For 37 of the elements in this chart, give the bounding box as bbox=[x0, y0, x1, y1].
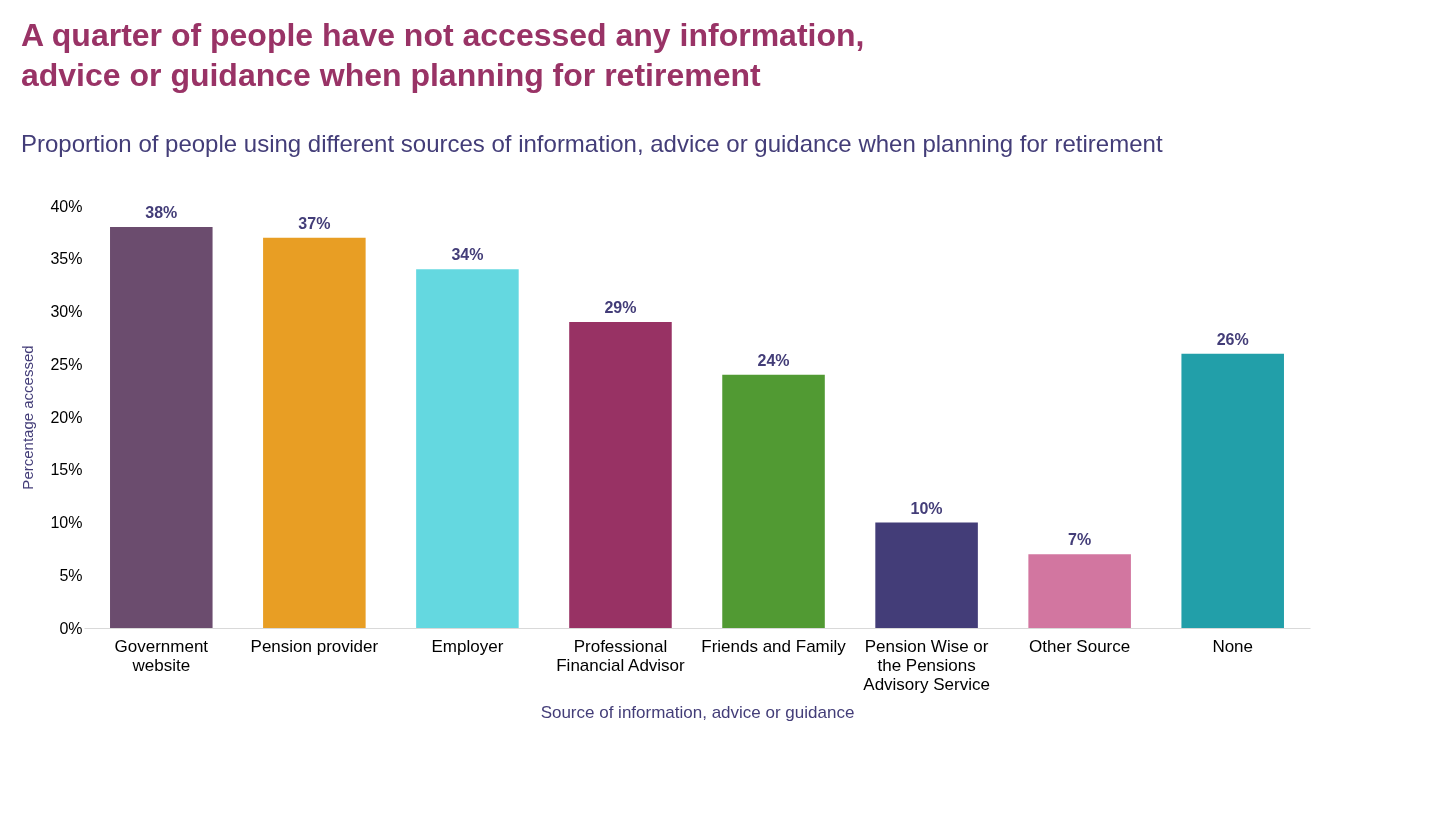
x-tick-label: Government website bbox=[114, 636, 209, 675]
bar bbox=[1181, 353, 1284, 628]
bar bbox=[722, 374, 825, 628]
y-tick-label: 15% bbox=[50, 461, 83, 479]
x-tick-label: None bbox=[1212, 636, 1254, 656]
y-tick-label: 10% bbox=[50, 514, 83, 531]
data-label: 29% bbox=[604, 299, 637, 317]
y-axis-title: Percentage accessed bbox=[19, 345, 37, 490]
chart-title: A quarter of people have not accessed any information, advice or guidance when planning for retirement bbox=[20, 17, 865, 93]
x-tick-label: Pension Wise or the Pensions Advisory Service bbox=[863, 636, 990, 694]
chart-subtitle: Proportion of people using different sources of information, advice or guidance when planning for retirement bbox=[20, 130, 1163, 157]
data-label: 24% bbox=[757, 351, 790, 369]
x-tick-label: Friends and Family bbox=[701, 636, 847, 656]
data-label: 38% bbox=[145, 204, 178, 222]
y-tick-label: 20% bbox=[50, 408, 83, 426]
data-label: 7% bbox=[1068, 531, 1092, 549]
x-axis-title: Source of information, advice or guidance bbox=[540, 702, 855, 722]
data-label: 26% bbox=[1216, 330, 1249, 348]
data-label: 37% bbox=[298, 214, 331, 232]
y-tick-label: 5% bbox=[59, 566, 83, 584]
data-label: 34% bbox=[451, 246, 484, 264]
x-tick-label: Other Source bbox=[1029, 636, 1131, 656]
y-tick-label: 40% bbox=[50, 197, 83, 215]
bar bbox=[875, 522, 978, 628]
bar bbox=[110, 227, 213, 628]
y-tick-label: 25% bbox=[50, 355, 83, 373]
data-label: 10% bbox=[910, 499, 943, 517]
x-tick-label: Professional Financial Advisor bbox=[556, 636, 686, 675]
bar bbox=[416, 269, 519, 628]
bar bbox=[263, 237, 366, 628]
y-tick-label: 0% bbox=[59, 619, 83, 637]
bar bbox=[1028, 554, 1131, 628]
x-tick-label: Pension provider bbox=[250, 636, 379, 656]
y-tick-label: 30% bbox=[50, 303, 83, 320]
y-tick-label: 35% bbox=[50, 250, 83, 268]
bar bbox=[569, 322, 672, 628]
x-tick-label: Employer bbox=[431, 636, 504, 656]
